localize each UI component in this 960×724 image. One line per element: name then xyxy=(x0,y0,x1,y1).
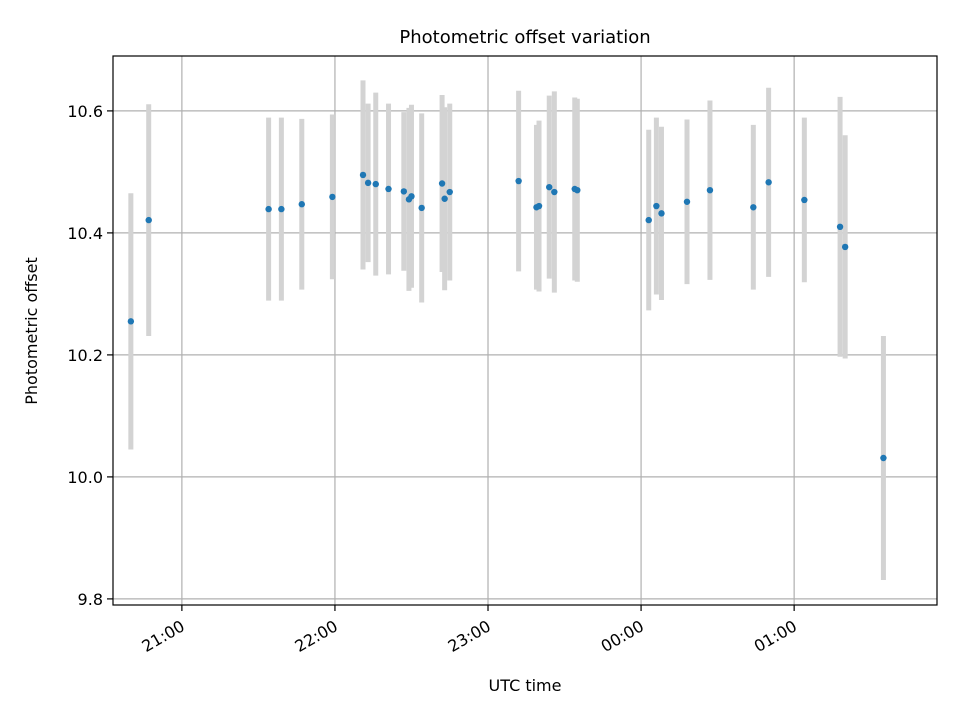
y-tick-label: 9.8 xyxy=(78,590,103,609)
y-axis-label: Photometric offset xyxy=(22,257,41,405)
data-point xyxy=(359,171,367,179)
y-tick-label: 10.0 xyxy=(67,468,103,487)
grid xyxy=(113,56,937,605)
data-point xyxy=(750,204,757,211)
data-point xyxy=(841,243,849,251)
data-point xyxy=(801,196,808,204)
data-point xyxy=(385,185,392,193)
data-point xyxy=(515,177,522,185)
data-point xyxy=(400,188,408,195)
data-point xyxy=(364,179,372,187)
data-point xyxy=(278,205,285,213)
data-point xyxy=(329,193,336,201)
data-point xyxy=(298,201,305,208)
y-tick-label: 10.6 xyxy=(67,102,103,121)
data-point xyxy=(265,205,272,213)
data-point xyxy=(880,454,887,462)
data-point xyxy=(645,216,652,224)
data-point xyxy=(446,188,453,196)
data-point xyxy=(441,195,448,202)
x-axis-label: UTC time xyxy=(489,676,562,695)
data-point xyxy=(438,180,446,187)
data-point xyxy=(127,318,135,325)
data-point xyxy=(836,223,844,230)
data-point xyxy=(408,193,415,200)
data-point xyxy=(418,204,425,212)
data-point xyxy=(658,210,665,217)
data-point xyxy=(683,198,691,205)
data-point xyxy=(145,216,152,224)
data-point xyxy=(535,202,543,210)
data-point xyxy=(546,183,553,191)
data-point xyxy=(706,187,714,194)
data-point xyxy=(765,179,772,186)
chart-title: Photometric offset variation xyxy=(399,27,650,48)
data-point xyxy=(551,188,558,196)
data-points xyxy=(127,171,887,462)
y-tick-label: 10.4 xyxy=(67,224,103,243)
y-axis-ticks: 9.8 10.0 10.2 10.4 10.6 xyxy=(67,102,113,609)
data-point xyxy=(574,187,581,194)
data-point xyxy=(653,202,660,210)
plot-frame xyxy=(112,55,938,606)
data-point xyxy=(372,180,379,188)
y-tick-label: 10.2 xyxy=(67,346,103,365)
